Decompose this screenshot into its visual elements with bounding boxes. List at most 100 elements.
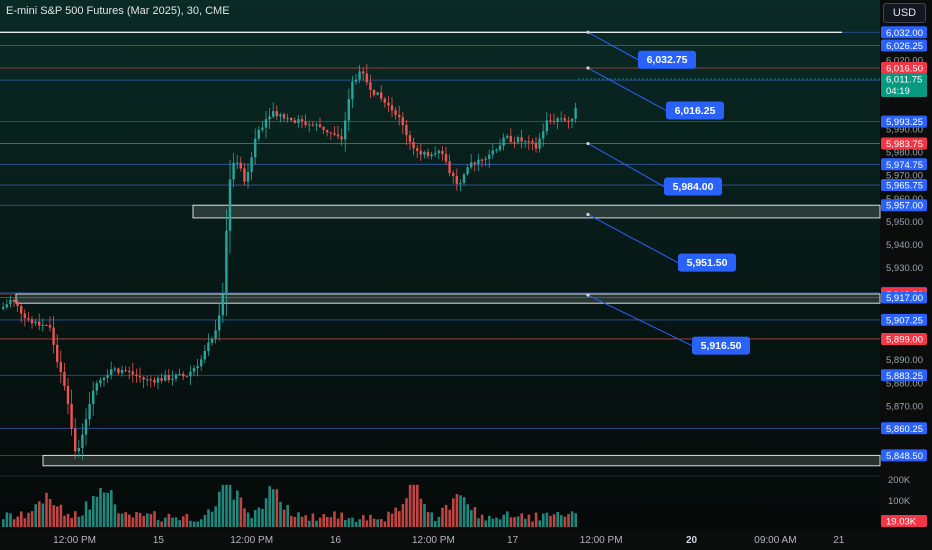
volume-bar [38,501,41,527]
candle-body [254,138,257,158]
price-level-tag[interactable] [881,199,927,212]
candle-body [405,124,408,136]
price-level-tag[interactable] [881,313,927,326]
candle-body [9,299,12,305]
candle-body [218,315,221,331]
price-callout[interactable] [692,336,750,355]
price-level-tag[interactable] [881,422,927,435]
candle-body [354,79,358,82]
volume-bar [473,507,477,527]
price-callout[interactable] [638,50,696,69]
price-callout[interactable] [666,101,724,120]
price-level-tag[interactable] [881,369,927,382]
price-level-tag[interactable] [881,291,927,304]
callout-anchor [586,141,590,146]
volume-bar [488,515,491,527]
price-level-tag[interactable] [881,26,927,39]
current-price-tag[interactable] [881,72,927,97]
volume-bar [264,498,268,527]
price-level-tag[interactable] [881,115,927,128]
candle-body [77,447,80,452]
volume-bar [513,517,516,527]
zone-box[interactable] [192,204,881,219]
volume-bar [498,519,502,527]
volume-bar [340,512,343,527]
volume-bar [52,505,55,527]
candle-body [16,301,19,306]
volume-bar [12,519,16,527]
candle-body [221,294,224,316]
price-callout-label: 5,916.50 [701,340,742,352]
volume-bar [45,492,48,527]
volume-bar [448,509,451,527]
currency-button[interactable]: USD [883,3,926,23]
candle-body [304,121,307,125]
volume-bar [524,518,527,527]
candle-body [376,92,379,95]
candle-body [279,114,282,117]
price-level-tag[interactable] [881,179,927,192]
symbol-title[interactable]: E-mini S&P 500 Futures (Mar 2025), 30, C… [6,5,230,17]
price-level-tag[interactable] [881,449,927,462]
candle-body [156,378,160,383]
volume-bar [531,521,534,527]
candle-body [552,120,556,123]
time-tick-label: 21 [833,535,845,546]
volume-bar [70,517,73,527]
volume-bar [336,518,340,527]
candle-body [416,148,419,151]
candle-body [153,379,156,383]
volume-bar [567,513,570,527]
price-level-tag[interactable] [881,158,927,171]
candle-body [322,126,325,130]
candle-body [340,136,343,140]
candle-body [236,162,239,164]
zone-box[interactable] [42,454,881,467]
volume-bar [196,521,199,527]
price-level-tag[interactable] [881,62,927,75]
price-level-tag[interactable] [881,332,927,345]
time-tick-label: 15 [153,535,165,546]
price-callout[interactable] [678,253,736,272]
zone-box[interactable] [15,293,881,304]
candle-body [488,154,491,159]
time-axis-bg [0,530,880,550]
candle-body [531,141,534,143]
volume-bar [218,491,221,527]
volume-bar [444,504,448,527]
candle-body [200,359,203,367]
time-tick-label: 12:00 PM [412,535,455,546]
candle-body [462,174,466,183]
price-level-tag-label: 6,026.25 [886,41,923,52]
price-tick-label: 5,980.00 [886,148,923,159]
candle-body [383,98,386,103]
volume-last-tag[interactable] [881,515,927,527]
candle-body [131,371,134,375]
price-tick-label: 5,930.00 [886,263,923,274]
candle-body [239,162,242,169]
volume-bar [441,507,444,527]
price-level-tag-label: 5,917.00 [886,293,923,304]
price-level-tag[interactable] [881,39,927,52]
candle-body [542,131,545,139]
time-tick-label: 12:00 PM [230,535,273,546]
volume-bar [210,511,214,527]
candle-body [120,369,124,373]
volume-bar [189,520,192,527]
volume-bar [221,484,225,527]
volume-bar [182,516,185,527]
candle-body [545,120,548,132]
price-level-tag-label: 5,899.00 [886,334,923,345]
volume-bar [286,504,289,527]
volume-bar [477,518,480,527]
price-level-tag-label: 6,016.50 [886,64,923,75]
candle-body [41,324,44,326]
candle-body [203,350,206,360]
candle-body [27,318,30,320]
candle-body [506,135,509,138]
price-callout[interactable] [664,177,722,196]
volume-bar [207,509,210,527]
price-level-tag[interactable] [881,137,927,150]
candle-body [351,81,354,100]
